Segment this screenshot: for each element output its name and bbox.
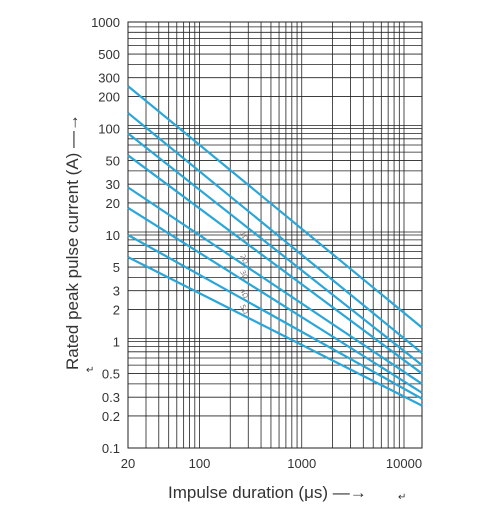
curve-label: 2Ω [238,253,250,266]
x-tick-label: 10000 [386,456,422,471]
return-mark-bottom: ↵ [398,492,406,503]
y-tick-label: 500 [98,47,120,62]
x-tick-label: 20 [121,456,135,471]
y-tick-label: 1 [113,335,120,350]
y-tick-labels: 1000 500 300 200 100 50 30 20 10 5 3 2 1 0.5 0.3 0.2 0.1 [91,15,120,456]
curve-label: 1Ω [238,230,250,243]
y-axis-title: Rated peak pulse current (A) —→ [63,114,82,370]
x-tick-labels: 20 100 1000 10000 [121,456,422,471]
y-tick-label: 20 [106,196,120,211]
y-tick-label: 200 [98,89,120,104]
y-tick-label: 0.2 [102,409,120,424]
y-tick-label: 300 [98,71,120,86]
series-line-2 [127,112,423,354]
series-line-3 [127,132,423,366]
x-axis-title: Impulse duration (μs) —→ [168,483,367,502]
y-tick-label: 2 [113,302,120,317]
series-line-1 [127,85,423,329]
curve-label: 4Ω [238,287,250,300]
plot-frame [127,21,423,449]
y-tick-label: 5 [113,260,120,275]
y-tick-label: 10 [106,228,120,243]
curve-labels: 1Ω 2Ω 3Ω 4Ω 5Ω [238,230,250,316]
y-tick-label: 0.3 [102,390,120,405]
series-line-5 [127,186,423,385]
y-tick-label: 0.5 [102,367,120,382]
y-tick-label: 0.1 [102,441,120,456]
x-tick-label: 100 [189,456,211,471]
series-line-7 [127,234,423,400]
series-line-4 [127,154,423,375]
curve-label: 3Ω [238,269,250,282]
x-tick-label: 1000 [287,456,316,471]
y-tick-label: 100 [98,122,120,137]
y-tick-label: 3 [113,284,120,299]
y-tick-label: 1000 [91,15,120,30]
return-mark-left: ↵ [86,365,94,376]
series-line-6 [127,206,423,394]
y-tick-label: 50 [106,154,120,169]
curve-label: 5Ω [238,303,250,316]
y-tick-label: 30 [106,177,120,192]
series-line-8 [127,256,423,407]
chart-series [127,85,423,407]
